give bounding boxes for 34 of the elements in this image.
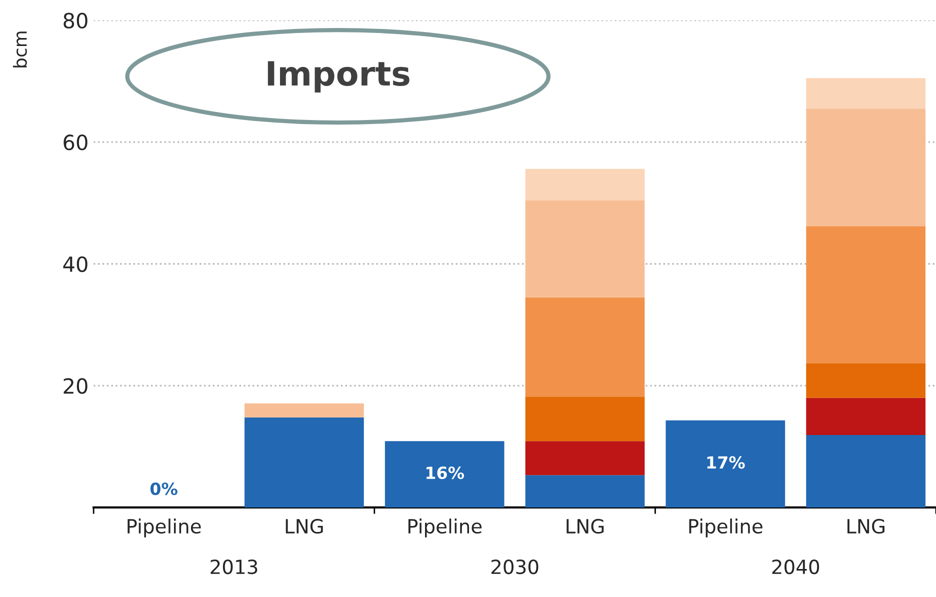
bar [806, 363, 926, 398]
y-tick-label: 80 [64, 12, 88, 29]
y-axis-title: bcm [12, 32, 27, 68]
bar [525, 396, 645, 442]
bar [525, 168, 645, 201]
bar [806, 78, 926, 109]
text: 2030 [491, 559, 538, 574]
bar [525, 441, 645, 476]
bar [244, 417, 364, 508]
bar [806, 434, 926, 508]
y-tick-label: 20 [64, 378, 88, 394]
bar [806, 226, 926, 364]
x-tick-label: Pipeline [689, 518, 762, 538]
text: 2040 [772, 559, 820, 574]
bar [384, 441, 504, 508]
bar [666, 420, 786, 508]
y-tick-label: 60 [64, 134, 88, 150]
y-tick-label: 40 [63, 256, 88, 272]
text: 2013 [210, 559, 258, 574]
annotation: 16% [426, 466, 464, 480]
bar [806, 108, 926, 226]
annotation: 0% [150, 482, 178, 496]
x-tick-label: LNG [847, 518, 884, 534]
x-tick-label: LNG [566, 518, 604, 534]
annotation: 17% [707, 456, 745, 469]
x-tick-label: Pipeline [128, 518, 201, 538]
bar [525, 297, 645, 397]
bar [806, 398, 926, 435]
bar [244, 403, 364, 418]
bar [525, 200, 645, 298]
text: Imports [268, 61, 410, 92]
x-tick-label: Pipeline [408, 518, 482, 538]
bar [525, 475, 645, 508]
x-tick-label: LNG [286, 518, 323, 534]
